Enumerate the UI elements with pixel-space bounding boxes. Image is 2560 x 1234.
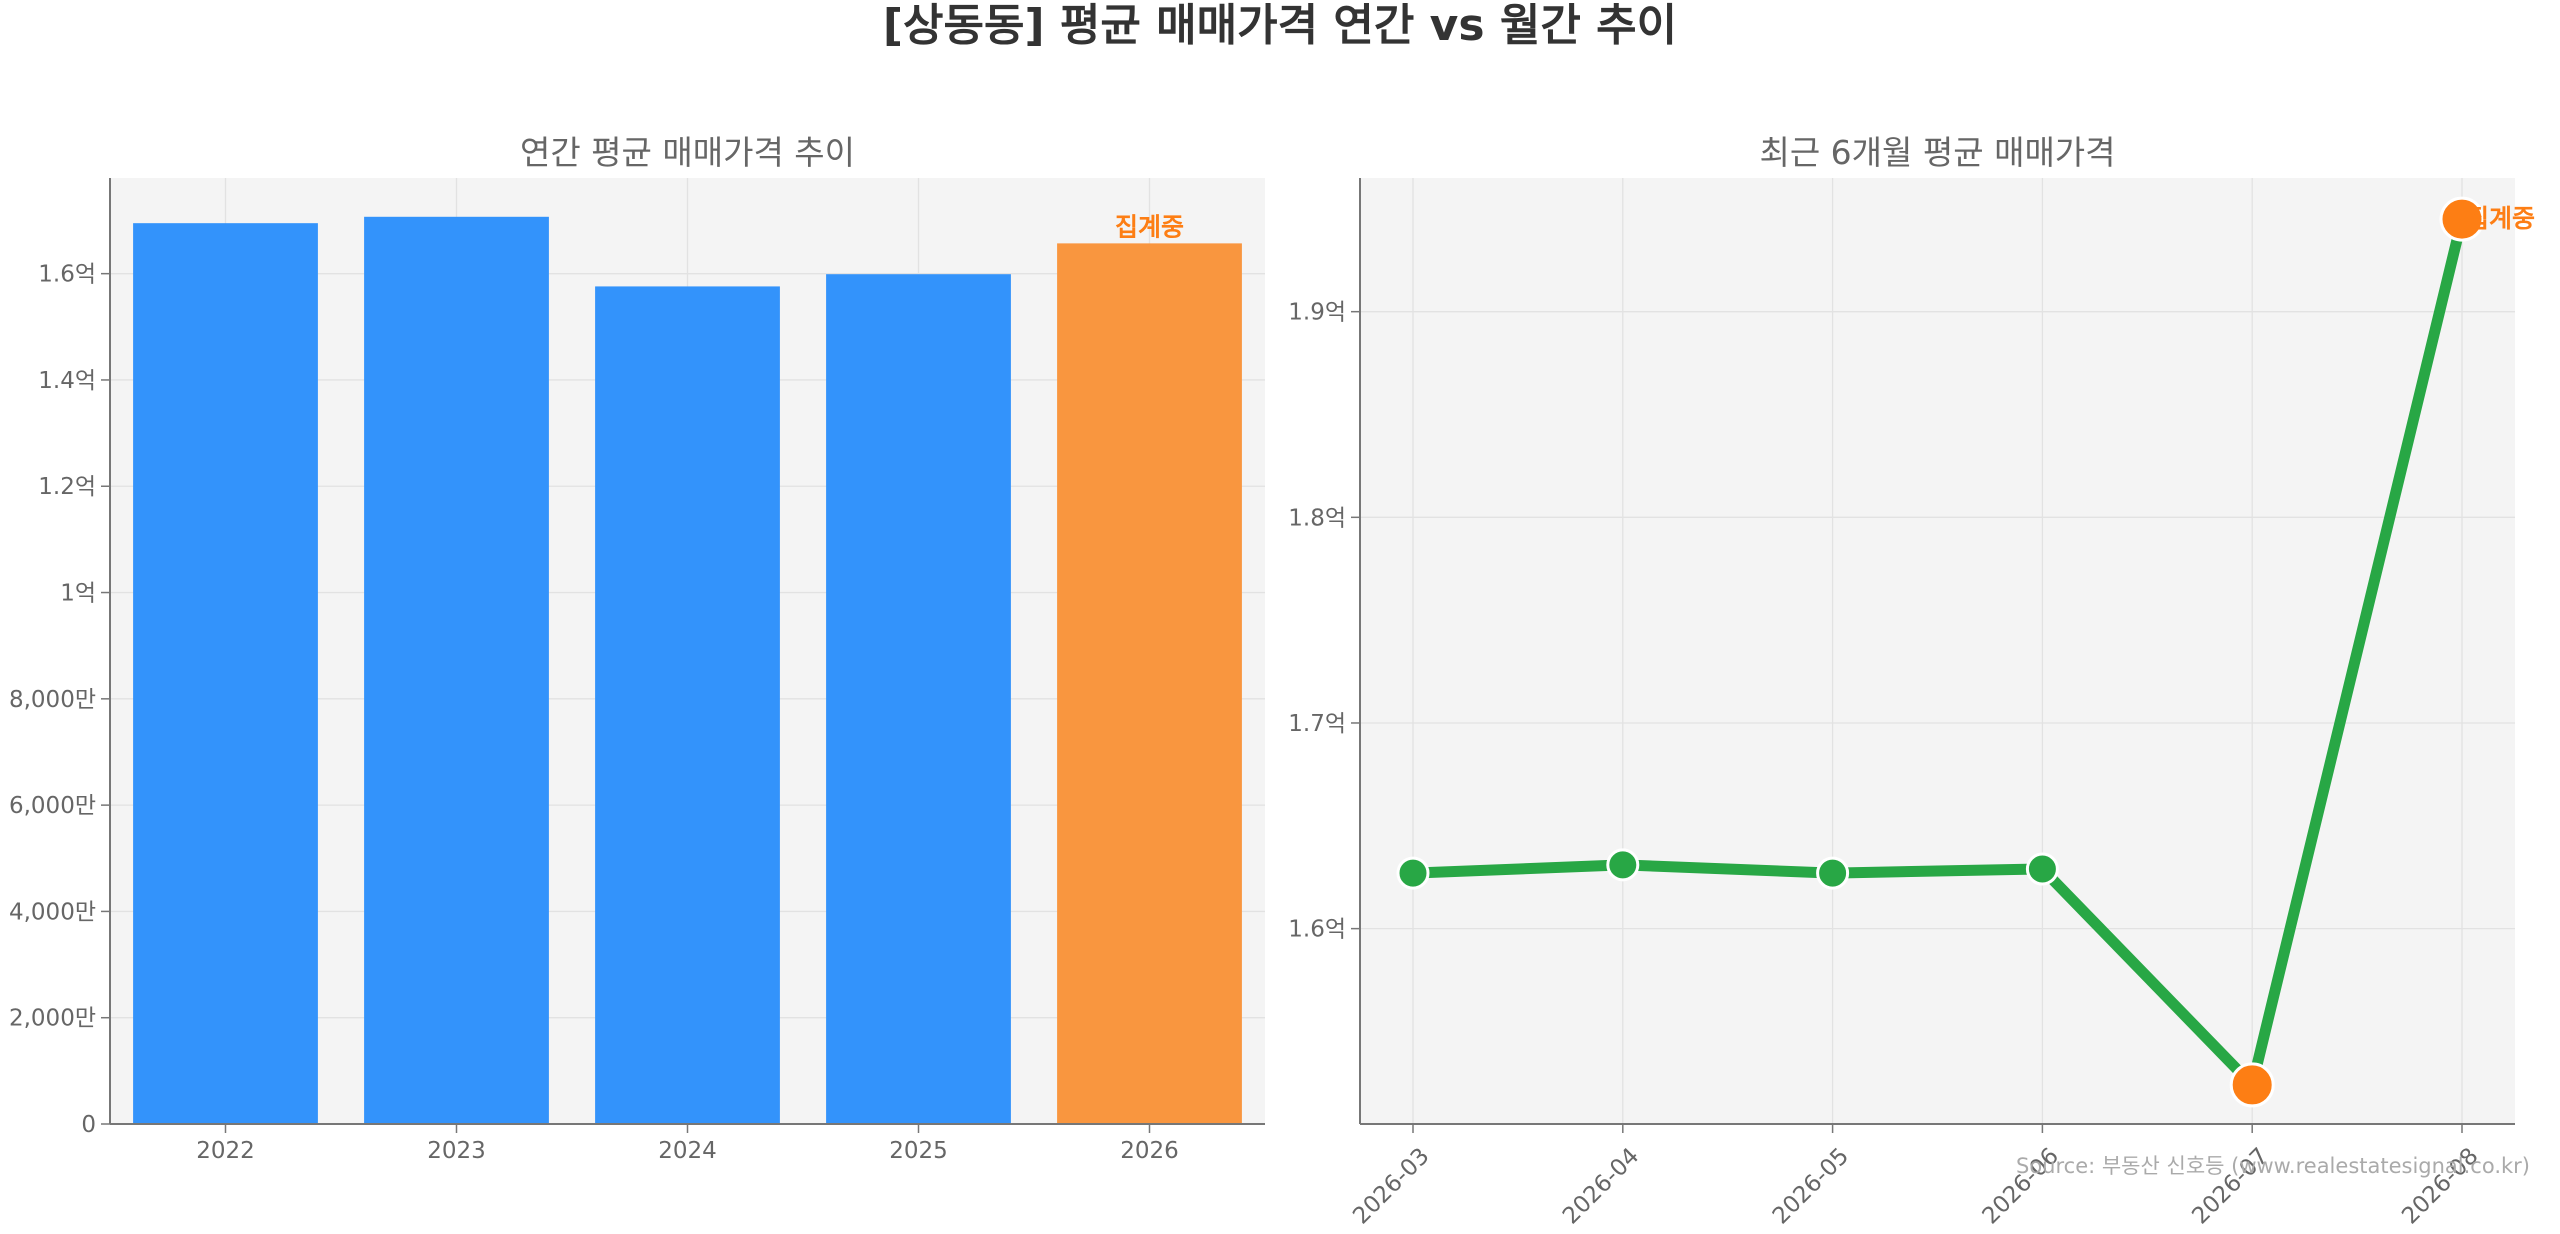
bar-chart-title: 연간 평균 매매가격 추이 <box>520 133 855 172</box>
line-xtick-label: 2026-05 <box>1768 1143 1854 1229</box>
line-axes <box>1359 178 2515 1125</box>
line-chart-title: 최근 6개월 평균 매매가격 <box>1759 133 2115 172</box>
bar-2023 <box>364 216 549 1124</box>
bar-xtick-label: 2023 <box>427 1138 486 1164</box>
bar-ytick-label: 1.2억 <box>38 474 96 500</box>
bar-xtick-label: 2024 <box>658 1138 717 1164</box>
bar-tick-labels: 0 2,000만 4,000만 6,000만 8,000만 1억 1.2억 1.4억 1.6억 2… <box>9 262 1179 1164</box>
bar-ytick-label: 6,000만 <box>9 793 96 819</box>
bar-2024 <box>595 286 780 1124</box>
line-plot-area <box>1360 178 2515 1124</box>
line-marks <box>1396 196 2485 1108</box>
line-ytick-label: 1.8억 <box>1288 505 1346 531</box>
point-2026-04 <box>1606 848 1640 882</box>
point-2026-06 <box>2025 852 2059 886</box>
bar-2022 <box>133 223 318 1124</box>
line-ytick-label: 1.7억 <box>1288 711 1346 737</box>
point-2026-08 <box>2439 196 2485 242</box>
bar-ytick-label: 1억 <box>60 581 96 607</box>
bar-xtick-label: 2022 <box>196 1138 255 1164</box>
annual-bar-chart: 0 2,000만 4,000만 6,000만 8,000만 1억 1.2억 1.4억 1.6억 2… <box>9 133 1265 1164</box>
bar-annotation-label: 집계중 <box>1115 212 1184 241</box>
figure-title: [상동동] 평균 매매가격 연간 vs 월간 추이 <box>883 0 1677 51</box>
line-xtick-label: 2026-03 <box>1348 1143 1434 1229</box>
point-2026-05 <box>1816 856 1850 890</box>
bar-ytick-label: 1.4억 <box>38 368 96 394</box>
source-credit: Source: 부동산 신호등 (www.realestatesignal.co… <box>2016 1154 2530 1178</box>
bar-ytick-label: 4,000만 <box>9 899 96 925</box>
monthly-series-line <box>1407 213 2468 1091</box>
line-annotation-label: 집계중 <box>2466 204 2535 233</box>
bar-marks <box>133 216 1242 1125</box>
bar-xtick-label: 2026 <box>1120 1138 1179 1164</box>
bar-xtick-label: 2025 <box>889 1138 948 1164</box>
line-ytick-label: 1.9억 <box>1288 300 1346 326</box>
point-2026-07 <box>2229 1062 2275 1108</box>
line-ytick-label: 1.6억 <box>1288 917 1346 943</box>
bar-ytick-label: 8,000만 <box>9 687 96 713</box>
line-xtick-label: 2026-04 <box>1558 1143 1644 1229</box>
bar-2025 <box>826 274 1011 1124</box>
line-grid <box>1360 178 2515 1124</box>
bar-2026 <box>1057 243 1242 1125</box>
point-2026-03 <box>1396 856 1430 890</box>
bar-ytick-label: 2,000만 <box>9 1006 96 1032</box>
bar-ytick-label: 1.6억 <box>38 262 96 288</box>
bar-ytick-label: 0 <box>81 1112 96 1138</box>
